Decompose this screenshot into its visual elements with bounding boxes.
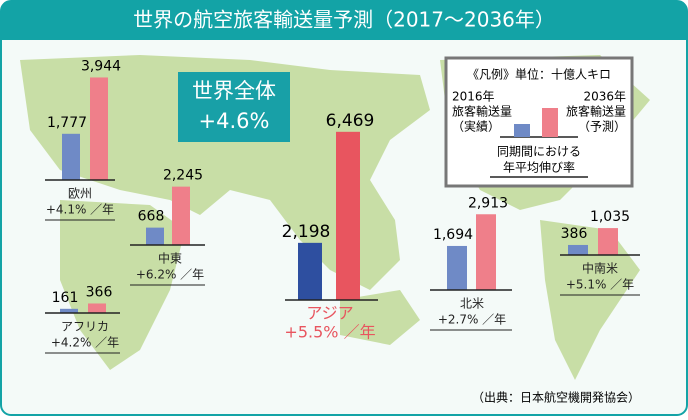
region-growth: +6.2% ／年 (136, 268, 204, 282)
region-name: アフリカ (61, 320, 109, 334)
legend-swatch (514, 124, 530, 137)
bar (598, 228, 618, 255)
legend-label: （予測） (578, 120, 626, 134)
legend-label: 旅客輸送量 (452, 104, 512, 119)
value-label: 3,944 (81, 58, 121, 74)
bar (336, 131, 360, 300)
bar (60, 308, 78, 313)
bar (298, 242, 322, 300)
header-band (1, 1, 687, 40)
bar (62, 133, 80, 180)
chart-title: 世界の航空旅客輸送量予測（2017～2036年） (133, 8, 555, 32)
value-label: 1,035 (590, 209, 630, 225)
bar (476, 214, 496, 290)
bar (146, 227, 164, 245)
region-name: 中南米 (582, 261, 618, 276)
value-label: 2,198 (282, 222, 331, 242)
source: （出典：日本航空機開発協会） (472, 390, 640, 405)
value-label: 668 (138, 209, 165, 225)
region-name: 欧州 (68, 187, 92, 201)
legend-growth: 同期間における (497, 145, 581, 159)
region-name: アジア (306, 304, 353, 323)
bar (568, 244, 588, 255)
region-growth: +5.5% ／年 (284, 323, 375, 342)
legend-label: 2016年 (452, 90, 495, 104)
bar (88, 303, 106, 313)
value-label: 1,777 (47, 115, 87, 131)
legend-swatch (542, 108, 558, 137)
legend-label: （実績） (452, 119, 500, 134)
bar (447, 245, 467, 290)
value-label: 6,469 (326, 111, 375, 131)
region-growth: +5.1% ／年 (566, 278, 634, 292)
region-name: 北米 (460, 297, 484, 311)
value-label: 366 (86, 284, 113, 300)
value-label: 386 (561, 226, 588, 242)
region-growth: +4.1% ／年 (46, 203, 114, 217)
legend-box (444, 56, 634, 188)
region-growth: +4.2% ／年 (51, 336, 119, 350)
total-growth: +4.6% (199, 109, 270, 133)
value-label: 2,913 (468, 195, 508, 211)
legend-label: 2036年 (583, 90, 626, 104)
bar (172, 186, 190, 245)
bar (90, 77, 108, 180)
legend-label: 旅客輸送量 (566, 104, 626, 119)
total-name: 世界全体 (192, 79, 276, 103)
legend-title: 《凡例》単位：十億人キロ (467, 67, 611, 82)
region-name: 中東 (158, 251, 182, 266)
value-label: 1,694 (433, 227, 473, 243)
total-box (178, 72, 290, 142)
region-growth: +2.7% ／年 (438, 313, 506, 327)
value-label: 2,245 (163, 168, 203, 184)
legend-growth: 年平均伸び率 (503, 160, 575, 175)
value-label: 161 (52, 290, 79, 306)
